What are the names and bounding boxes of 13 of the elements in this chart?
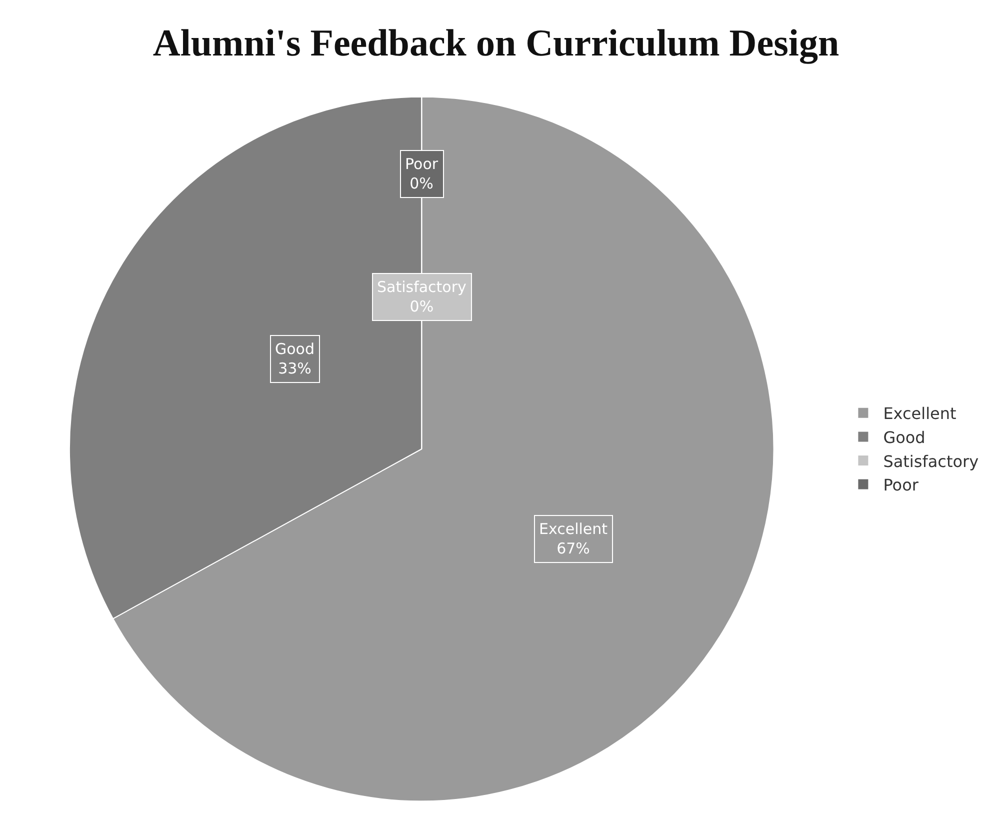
legend-label: Satisfactory [883, 452, 979, 471]
slice-label: Excellent [539, 520, 608, 538]
slice-label: Good [275, 340, 314, 358]
data-label: 33% [278, 360, 312, 378]
legend-label: Poor [883, 476, 919, 495]
category-label: Poor [405, 155, 438, 173]
chart-title: Alumni's Feedback on Curriculum Design [152, 22, 840, 65]
text: 0% [410, 174, 434, 192]
legend-label: Good [883, 428, 926, 447]
legend-label: Excellent [883, 404, 956, 424]
text: 0% [410, 298, 434, 316]
data-label: 67% [556, 540, 590, 558]
category-label: Satisfactory [377, 278, 466, 296]
